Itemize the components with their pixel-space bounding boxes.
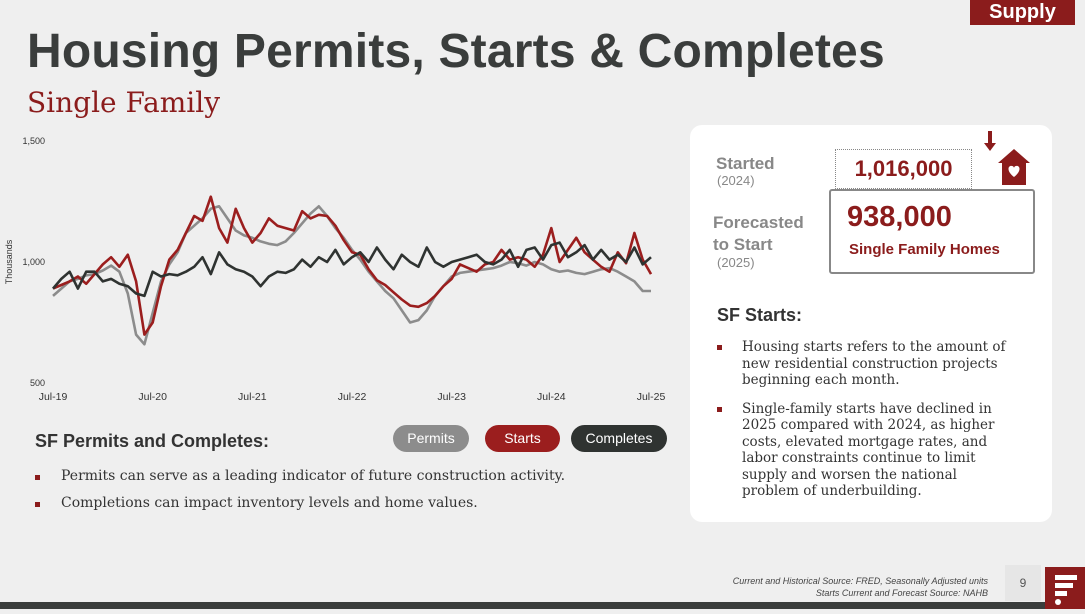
started-value: 1,016,000 (835, 149, 972, 189)
permits-bullet-list: Permits can serve as a leading indicator… (35, 468, 565, 522)
source-note: Current and Historical Source: FRED, Sea… (733, 575, 988, 599)
sf-starts-heading: SF Starts: (717, 305, 803, 325)
house-heart-icon (984, 131, 1030, 185)
brand-logo-icon (1045, 567, 1085, 609)
y-axis-label: Thousands (4, 239, 14, 284)
series-line-starts (52, 195, 653, 336)
starts-card: Started (2024) 1,016,000 Forecasted to S… (690, 125, 1052, 522)
list-item: Single-family starts have declined in 20… (717, 401, 1017, 500)
logo-mark-icon (1055, 575, 1077, 605)
series-line-completes (52, 241, 652, 298)
forecast-value: 938,000 (847, 201, 952, 233)
forecast-label-line-1: Forecasted (713, 213, 804, 232)
started-year: (2024) (717, 173, 755, 188)
sf-starts-bullet-list: Housing starts refers to the amount of n… (717, 339, 1017, 512)
list-item: Permits can serve as a leading indicator… (35, 468, 565, 484)
x-tick-label: Jul-22 (338, 391, 367, 403)
forecast-caption: Single Family Homes (849, 241, 1000, 258)
legend-permits: Permits (393, 425, 469, 452)
legend-completes: Completes (571, 425, 667, 452)
forecast-year: (2025) (717, 255, 755, 270)
list-item: Completions can impact inventory levels … (35, 495, 565, 511)
y-tick-label: 1,500 (22, 136, 45, 146)
x-tick-label: Jul-20 (138, 391, 167, 403)
x-tick-label: Jul-21 (238, 391, 267, 403)
permits-completes-heading: SF Permits and Completes: (35, 431, 270, 451)
y-tick-label: 1,000 (22, 257, 45, 267)
page-subtitle: Single Family (27, 86, 221, 119)
x-tick-label: Jul-25 (637, 391, 666, 403)
x-tick-label: Jul-23 (437, 391, 466, 403)
series-line-permits (52, 205, 651, 346)
source-line-2: Starts Current and Forecast Source: NAHB (815, 588, 988, 598)
source-line-1: Current and Historical Source: FRED, Sea… (732, 576, 988, 586)
started-label: Started (716, 154, 775, 173)
forecast-box: 938,000 Single Family Homes (829, 189, 1035, 274)
y-tick-label: 500 (30, 378, 45, 388)
forecast-label-line-2: to Start (713, 235, 773, 254)
page-title: Housing Permits, Starts & Completes (27, 25, 885, 78)
x-tick-label: Jul-19 (39, 391, 68, 403)
housing-line-chart: 500 1,000 1,500 Thousands Jul-19 Jul-20 Jul-21… (4, 136, 666, 403)
page-number: 9 (1005, 565, 1041, 601)
legend-starts: Starts (485, 425, 560, 452)
footer-bar (0, 602, 1045, 609)
list-item: Housing starts refers to the amount of n… (717, 339, 1017, 389)
section-tag: Supply (970, 0, 1075, 25)
x-tick-label: Jul-24 (537, 391, 566, 403)
